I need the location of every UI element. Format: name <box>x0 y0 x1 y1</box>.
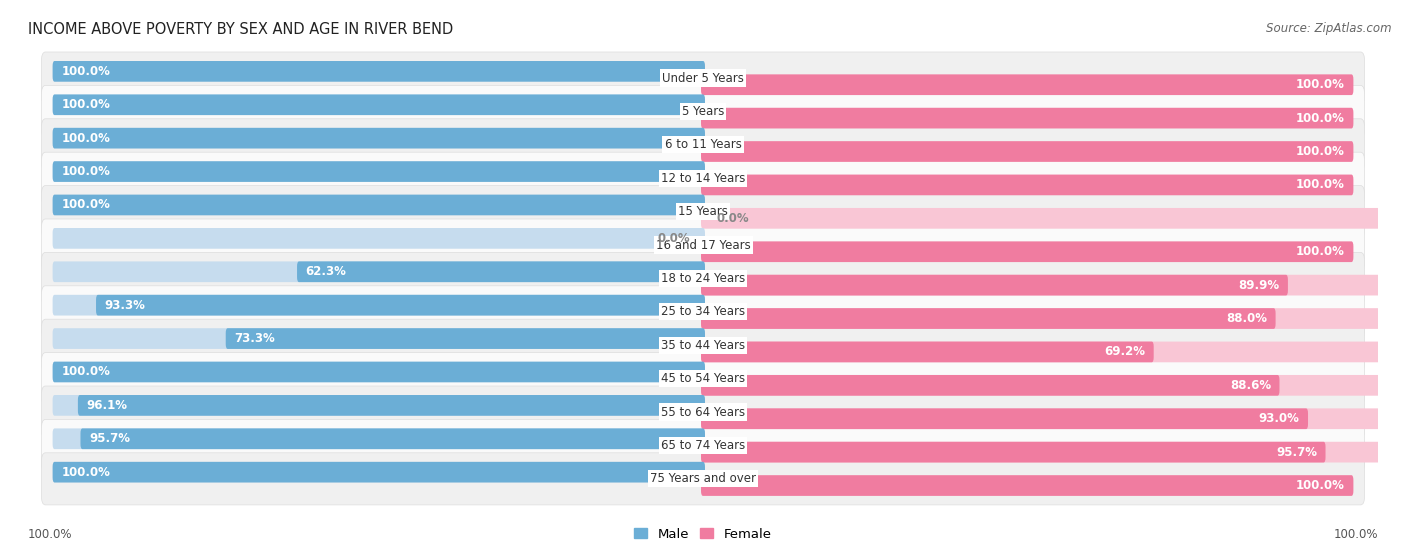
FancyBboxPatch shape <box>80 429 704 449</box>
FancyBboxPatch shape <box>702 375 1406 396</box>
FancyBboxPatch shape <box>41 186 1365 238</box>
Text: 100.0%: 100.0% <box>1296 112 1344 124</box>
FancyBboxPatch shape <box>41 319 1365 371</box>
FancyBboxPatch shape <box>41 119 1365 171</box>
FancyBboxPatch shape <box>41 85 1365 137</box>
FancyBboxPatch shape <box>41 219 1365 271</box>
FancyBboxPatch shape <box>702 341 1406 362</box>
FancyBboxPatch shape <box>52 128 704 148</box>
FancyBboxPatch shape <box>702 408 1308 429</box>
Text: 35 to 44 Years: 35 to 44 Years <box>661 339 745 352</box>
Text: 55 to 64 Years: 55 to 64 Years <box>661 406 745 418</box>
Text: 25 to 34 Years: 25 to 34 Years <box>661 305 745 319</box>
FancyBboxPatch shape <box>702 442 1406 463</box>
Text: 88.6%: 88.6% <box>1230 379 1271 392</box>
Text: 100.0%: 100.0% <box>1296 479 1344 492</box>
Legend: Male, Female: Male, Female <box>628 522 778 546</box>
FancyBboxPatch shape <box>41 386 1365 438</box>
FancyBboxPatch shape <box>297 261 704 282</box>
FancyBboxPatch shape <box>41 353 1365 405</box>
FancyBboxPatch shape <box>52 395 704 416</box>
FancyBboxPatch shape <box>52 195 704 215</box>
Text: 62.3%: 62.3% <box>305 265 346 278</box>
Text: 89.9%: 89.9% <box>1239 278 1279 292</box>
Text: 100.0%: 100.0% <box>62 365 110 378</box>
FancyBboxPatch shape <box>702 408 1406 429</box>
Text: 75 Years and over: 75 Years and over <box>650 473 756 485</box>
Text: 0.0%: 0.0% <box>716 212 749 225</box>
FancyBboxPatch shape <box>52 362 704 382</box>
FancyBboxPatch shape <box>702 74 1354 95</box>
FancyBboxPatch shape <box>41 286 1365 338</box>
FancyBboxPatch shape <box>702 242 1354 262</box>
FancyBboxPatch shape <box>96 295 704 315</box>
Text: INCOME ABOVE POVERTY BY SEX AND AGE IN RIVER BEND: INCOME ABOVE POVERTY BY SEX AND AGE IN R… <box>28 22 453 37</box>
Text: 100.0%: 100.0% <box>1333 528 1378 541</box>
Text: 100.0%: 100.0% <box>62 65 110 78</box>
FancyBboxPatch shape <box>41 152 1365 204</box>
Text: 69.2%: 69.2% <box>1104 345 1144 358</box>
Text: 65 to 74 Years: 65 to 74 Years <box>661 439 745 452</box>
FancyBboxPatch shape <box>702 375 1279 396</box>
Text: 100.0%: 100.0% <box>28 528 73 541</box>
FancyBboxPatch shape <box>702 341 1154 362</box>
Text: 100.0%: 100.0% <box>62 199 110 211</box>
FancyBboxPatch shape <box>52 295 704 315</box>
FancyBboxPatch shape <box>52 261 704 282</box>
FancyBboxPatch shape <box>41 52 1365 104</box>
FancyBboxPatch shape <box>52 94 704 115</box>
FancyBboxPatch shape <box>52 429 704 449</box>
Text: 73.3%: 73.3% <box>235 332 276 345</box>
Text: 100.0%: 100.0% <box>62 466 110 479</box>
FancyBboxPatch shape <box>702 275 1406 296</box>
Text: 100.0%: 100.0% <box>1296 179 1344 191</box>
FancyBboxPatch shape <box>52 61 704 81</box>
Text: 6 to 11 Years: 6 to 11 Years <box>665 138 741 151</box>
Text: 15 Years: 15 Years <box>678 205 728 218</box>
FancyBboxPatch shape <box>41 252 1365 305</box>
Text: 16 and 17 Years: 16 and 17 Years <box>655 239 751 252</box>
FancyBboxPatch shape <box>77 395 704 416</box>
FancyBboxPatch shape <box>702 141 1354 162</box>
Text: 96.1%: 96.1% <box>87 399 128 412</box>
FancyBboxPatch shape <box>41 453 1365 505</box>
FancyBboxPatch shape <box>702 442 1326 463</box>
Text: 100.0%: 100.0% <box>62 165 110 178</box>
Text: 100.0%: 100.0% <box>1296 245 1344 258</box>
Text: 100.0%: 100.0% <box>62 98 110 111</box>
Text: 5 Years: 5 Years <box>682 105 724 118</box>
FancyBboxPatch shape <box>52 328 704 349</box>
FancyBboxPatch shape <box>702 475 1354 496</box>
FancyBboxPatch shape <box>702 308 1406 329</box>
FancyBboxPatch shape <box>702 108 1354 128</box>
Text: 100.0%: 100.0% <box>1296 145 1344 158</box>
FancyBboxPatch shape <box>702 208 1406 229</box>
Text: 12 to 14 Years: 12 to 14 Years <box>661 172 745 185</box>
FancyBboxPatch shape <box>702 308 1275 329</box>
Text: 95.7%: 95.7% <box>1275 446 1317 459</box>
Text: 100.0%: 100.0% <box>62 132 110 145</box>
Text: 0.0%: 0.0% <box>657 232 690 245</box>
Text: 100.0%: 100.0% <box>1296 78 1344 91</box>
FancyBboxPatch shape <box>41 420 1365 472</box>
FancyBboxPatch shape <box>52 462 704 483</box>
Text: 18 to 24 Years: 18 to 24 Years <box>661 272 745 285</box>
FancyBboxPatch shape <box>52 161 704 182</box>
Text: 45 to 54 Years: 45 to 54 Years <box>661 372 745 385</box>
Text: Source: ZipAtlas.com: Source: ZipAtlas.com <box>1267 22 1392 35</box>
Text: 93.3%: 93.3% <box>104 299 146 312</box>
Text: 93.0%: 93.0% <box>1258 412 1299 425</box>
Text: Under 5 Years: Under 5 Years <box>662 71 744 85</box>
FancyBboxPatch shape <box>702 175 1354 195</box>
Text: 95.7%: 95.7% <box>89 432 131 445</box>
FancyBboxPatch shape <box>52 228 704 249</box>
FancyBboxPatch shape <box>702 275 1288 296</box>
Text: 88.0%: 88.0% <box>1226 312 1267 325</box>
FancyBboxPatch shape <box>226 328 704 349</box>
